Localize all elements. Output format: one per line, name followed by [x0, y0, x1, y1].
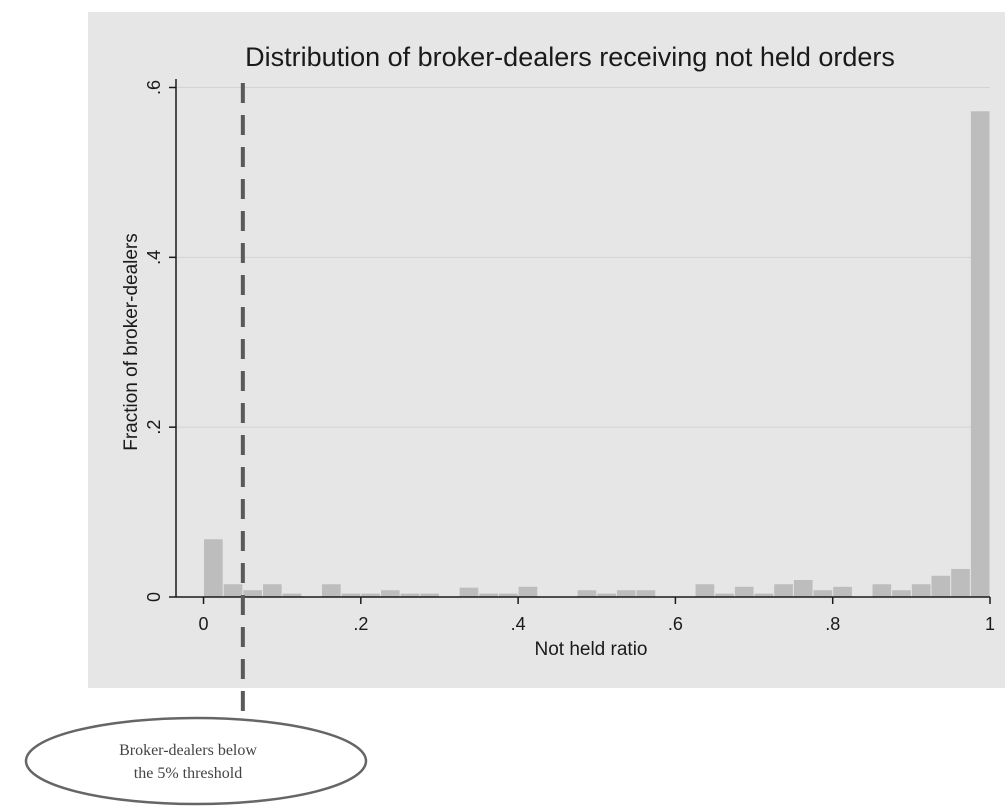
y-tick-label: .2	[144, 420, 164, 435]
histogram-bar	[243, 590, 263, 597]
x-tick-label: 1	[985, 614, 995, 634]
y-tick-label: .6	[144, 80, 164, 95]
histogram-bar	[263, 584, 282, 597]
histogram-bar	[951, 568, 970, 597]
histogram-bar	[616, 590, 636, 597]
histogram-bar	[774, 584, 793, 597]
x-tick-label: .8	[825, 614, 840, 634]
histogram-bar	[872, 584, 892, 597]
histogram-bar	[361, 593, 380, 597]
y-axis-label: Fraction of broker-dealers	[121, 233, 142, 451]
histogram-bar	[715, 593, 734, 597]
threshold-annotation-ellipse	[24, 716, 368, 806]
histogram-bar	[892, 590, 911, 597]
histogram-bar	[282, 593, 302, 597]
y-tick-label: 0	[144, 592, 164, 602]
histogram-bar	[341, 593, 361, 597]
histogram-bar	[597, 593, 616, 597]
x-tick-label: .4	[511, 614, 526, 634]
x-axis-label: Not held ratio	[534, 639, 647, 660]
histogram-bar	[734, 586, 754, 597]
histogram-bar	[577, 590, 597, 597]
histogram-bar	[321, 584, 341, 597]
histogram-bar	[459, 587, 479, 597]
threshold-annotation-line1: Broker-dealers below	[119, 742, 257, 759]
histogram-bar	[931, 575, 951, 597]
histogram-bar	[970, 111, 990, 597]
histogram-bar	[695, 584, 715, 597]
x-tick-label: .2	[353, 614, 368, 634]
x-tick-label: 0	[199, 614, 209, 634]
histogram-bar	[636, 590, 656, 597]
chart-title: Distribution of broker-dealers receiving…	[245, 42, 895, 72]
histogram-bar	[498, 593, 518, 597]
histogram-bar	[754, 593, 774, 597]
histogram-bar	[813, 590, 833, 597]
histogram-bar	[380, 590, 400, 597]
histogram-bar	[793, 580, 813, 597]
histogram-bar	[223, 584, 243, 597]
histogram-bar	[479, 593, 498, 597]
histogram-bar	[204, 539, 223, 597]
histogram-bar	[420, 593, 439, 597]
histogram-bar	[518, 586, 538, 597]
histogram-bar	[400, 593, 420, 597]
histogram-bar	[911, 584, 931, 597]
y-tick-label: .4	[144, 250, 164, 265]
histogram-bar	[833, 586, 852, 597]
x-tick-label: .6	[668, 614, 683, 634]
threshold-annotation-line2: the 5% threshold	[134, 765, 242, 782]
chart-background	[88, 12, 1005, 688]
